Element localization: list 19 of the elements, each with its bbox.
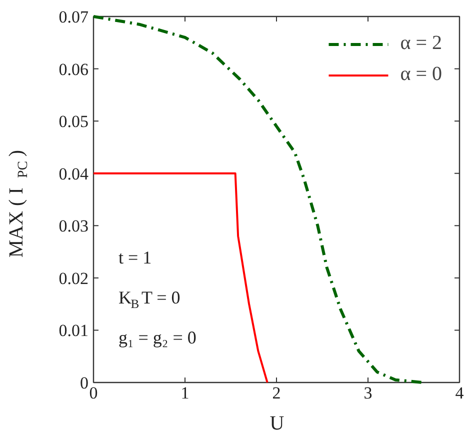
x-tick-label: 2 [272,384,281,402]
x-axis-title: U [270,412,285,434]
legend-label: α = 2 [400,32,442,55]
annotation: t = 1 [118,248,152,268]
annotation: g₁ = g₂ = 0 [118,328,196,348]
y-tick-label: 0.03 [58,216,88,236]
x-tick-label: 1 [180,384,190,402]
x-tick-label: 4 [455,384,464,402]
y-tick-label: 0.05 [58,112,88,132]
y-axis-title: MAX ( IPC ) [6,150,31,258]
y-tick-label: 0.02 [58,268,88,288]
line-series [92,172,268,384]
legend-label: α = 0 [400,63,442,86]
x-tick-label: 3 [364,384,372,402]
y-tick-label: 0.01 [58,321,88,340]
y-tick-label: 0.07 [58,8,89,26]
y-tick-label: 0.06 [58,60,88,79]
y-tick-label: 0.04 [58,164,89,184]
line-series [92,15,424,384]
